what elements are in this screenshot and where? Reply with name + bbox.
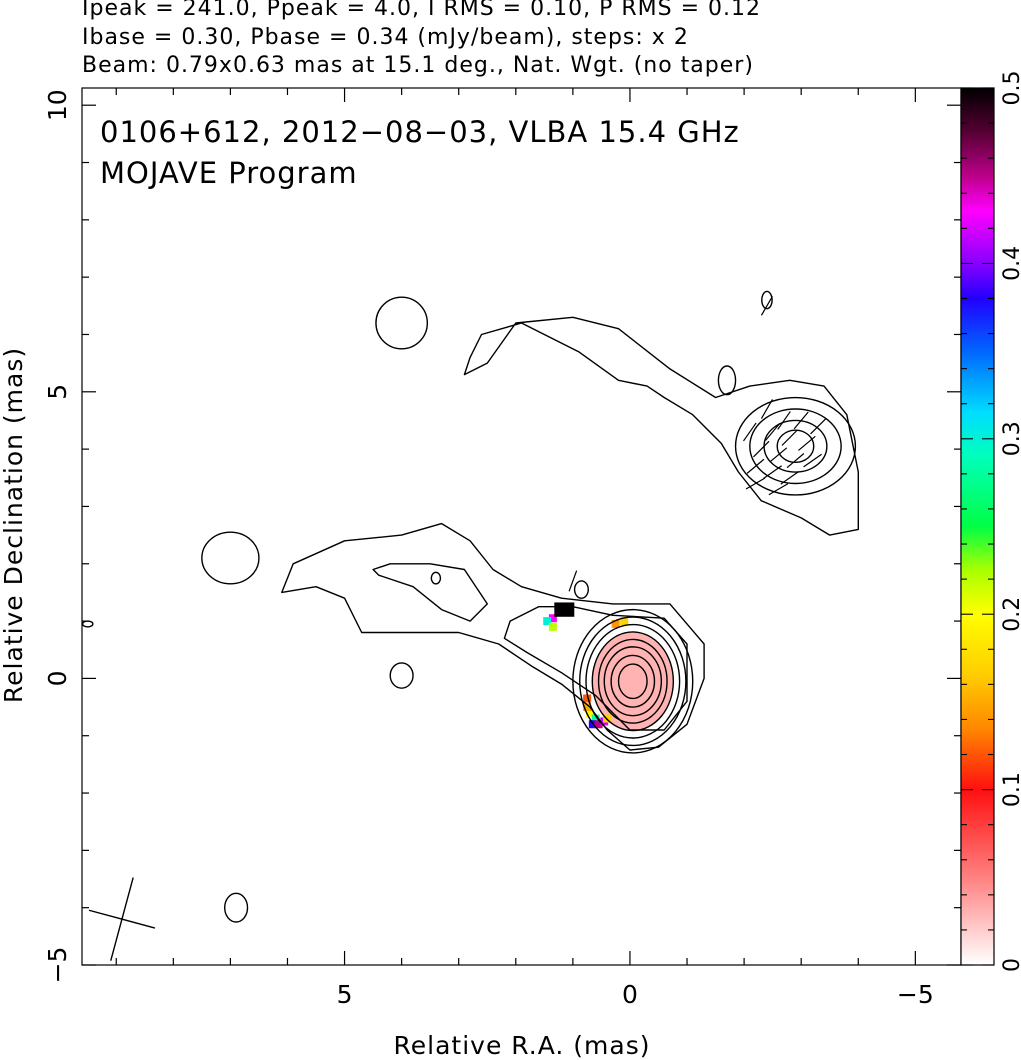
evpa-stick	[746, 458, 765, 474]
contour-line	[372, 563, 488, 622]
polarization-pixel	[583, 703, 592, 712]
contour-island	[573, 580, 589, 599]
polarization-pixel	[583, 694, 592, 703]
contour-island	[223, 892, 249, 923]
contour-island	[389, 662, 414, 689]
evpa-stick	[743, 422, 757, 442]
colorbar-tick-label: 0.5	[1000, 71, 1021, 106]
evpa-stick	[768, 483, 789, 496]
y-tick-label: 0	[43, 670, 72, 686]
contour-island	[375, 296, 429, 350]
polarization-pixel	[611, 619, 620, 628]
colorbar-tick-label: 0.3	[1000, 421, 1021, 456]
colorbar-tick-label: 0.1	[1000, 772, 1021, 807]
colorbar-tick-label: 0	[1000, 958, 1021, 972]
map-subtitle: MOJAVE Program	[100, 156, 358, 190]
polarization-pixel	[585, 708, 594, 717]
y-tick-label: 10	[43, 89, 72, 121]
jet-knot-contour	[749, 408, 842, 485]
evpa-stick	[780, 470, 800, 485]
polarization-pixel	[548, 614, 557, 623]
core-contour	[579, 616, 687, 747]
y-tick-label: 5	[43, 384, 72, 400]
evpa-stick	[769, 447, 788, 463]
evpa-stick	[798, 435, 816, 451]
evpa-stick	[777, 411, 791, 430]
polarization-peak-pixels	[554, 602, 575, 617]
core-contour	[617, 663, 648, 700]
evpa-stick	[745, 477, 766, 490]
polarization-pixel	[620, 617, 629, 626]
contour-island	[82, 620, 94, 628]
jet-knot-contour	[776, 429, 815, 464]
contour-line	[503, 606, 688, 731]
header-line-2: Ibase = 0.30, Pbase = 0.34 (mJy/beam), s…	[82, 25, 689, 50]
polarization-pixel	[543, 617, 552, 626]
evpa-stick	[753, 440, 770, 458]
colorbar	[960, 87, 995, 966]
polarization-pixel	[594, 720, 603, 729]
core-contour	[610, 654, 656, 708]
x-tick-label: 0	[622, 980, 638, 1009]
header-line-3: Beam: 0.79x0.63 mas at 15.1 deg., Nat. W…	[82, 53, 754, 78]
plot-frame	[81, 87, 962, 966]
plot-content	[82, 290, 859, 961]
x-axis-label: Relative R.A. (mas)	[394, 1031, 651, 1060]
core-contour	[585, 623, 681, 739]
x-tick-label: 5	[337, 980, 353, 1009]
evpa-stick	[810, 417, 827, 435]
evpa-stick	[765, 423, 781, 441]
colorbar-axis: 0 0.1 0.2 0.3 0.4 0.5	[961, 71, 1021, 972]
evpa-stick	[803, 453, 822, 468]
axes: 5 0 −5 −5 0 5 10	[43, 88, 961, 1009]
evpa-stick	[786, 453, 805, 469]
beam-minor-axis	[88, 909, 156, 929]
core-contour	[591, 631, 675, 732]
contour-island	[761, 290, 773, 310]
core-contour	[603, 646, 663, 717]
jet-knot-contour	[734, 396, 857, 496]
map-title: 0106+612, 2012−08−03, VLBA 15.4 GHz	[100, 115, 740, 149]
jet-knot-contour	[763, 419, 828, 473]
evpa-stick	[763, 465, 782, 479]
x-tick-label: −5	[897, 980, 934, 1009]
polarization-pixel	[548, 622, 557, 631]
evpa-stick	[760, 399, 773, 419]
evpa-stick	[568, 570, 578, 592]
evpa-stick	[760, 295, 773, 316]
core-contour	[597, 638, 668, 724]
y-tick-label: −5	[43, 947, 72, 984]
evpa-stick	[781, 429, 798, 446]
evpa-stick	[793, 411, 809, 430]
contour-line	[281, 522, 705, 751]
contour-island	[717, 365, 737, 396]
header-line-1: Ipeak = 241.0, Ppeak = 4.0, I RMS = 0.10…	[82, 0, 761, 21]
contour-line	[463, 316, 859, 536]
polarization-pixel	[591, 714, 600, 723]
contour-island	[430, 571, 442, 585]
y-axis-label: Relative Declination (mas)	[0, 347, 28, 703]
core-contour	[572, 608, 694, 754]
contour-island	[201, 531, 260, 585]
colorbar-tick-label: 0.4	[1000, 246, 1021, 281]
colorbar-tick-label: 0.2	[1000, 597, 1021, 632]
